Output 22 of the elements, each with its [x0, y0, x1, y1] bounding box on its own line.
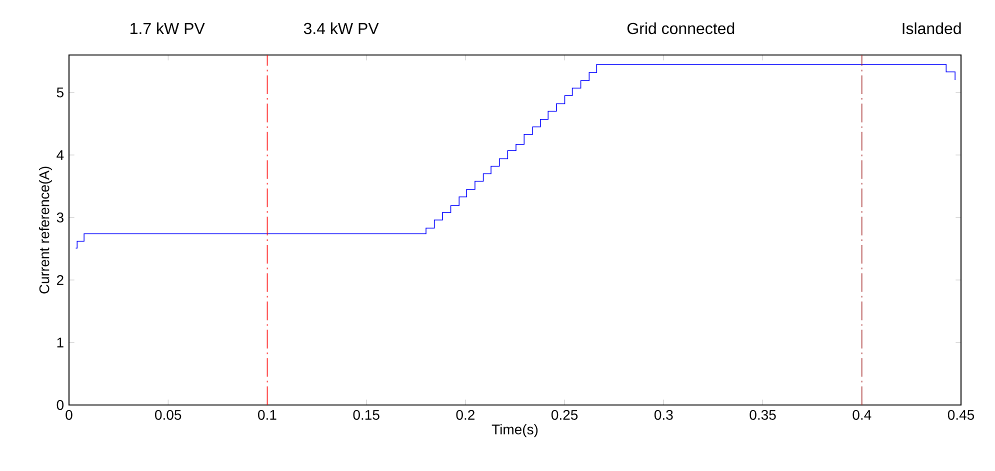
y-axis-title: Current reference(A)	[38, 166, 52, 294]
x-tick-label: 0.3	[654, 410, 673, 420]
x-axis-title: Time(s)	[492, 424, 538, 438]
y-tick-label: 4	[56, 150, 64, 160]
x-tick-label: 0.25	[551, 410, 578, 420]
y-tick-label: 0	[56, 400, 64, 410]
x-tick-label: 0	[66, 410, 72, 420]
x-tick-label: 0.05	[155, 410, 182, 420]
x-tick-label: 0.35	[750, 410, 776, 420]
y-tick-label: 3	[56, 212, 64, 222]
x-tick-label: 0.15	[353, 410, 380, 420]
x-tick-label: 0.45	[948, 410, 974, 420]
text: 1.7 kW PV	[130, 22, 205, 34]
y-tick-label: 1	[57, 338, 64, 348]
y-tick-label: 2	[56, 275, 64, 285]
y-tick-label: 5	[56, 88, 64, 98]
x-tick-label: 0.1	[258, 410, 276, 420]
text: Islanded	[902, 22, 961, 34]
text: Grid connected	[627, 22, 734, 34]
text: 3.4 kW PV	[304, 22, 379, 34]
x-tick-label: 0.2	[456, 410, 474, 420]
x-tick-label: 0.4	[852, 410, 872, 420]
